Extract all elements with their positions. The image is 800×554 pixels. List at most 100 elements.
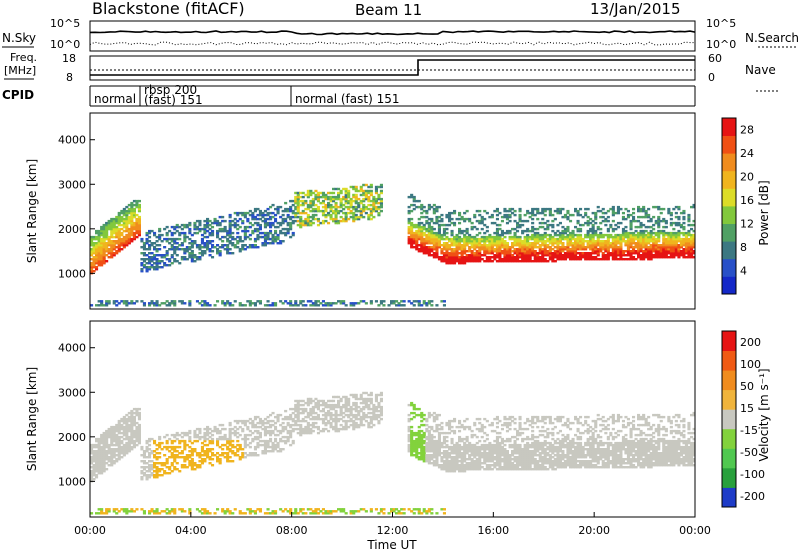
velocity-cell <box>332 413 336 417</box>
velocity-cell <box>122 417 126 421</box>
power-cell <box>90 240 94 243</box>
power-cell <box>505 250 509 253</box>
power-cell <box>629 250 633 253</box>
power-cell <box>478 254 482 257</box>
velocity-cell <box>168 456 172 459</box>
power-cell <box>296 195 300 199</box>
power-cell <box>357 217 361 221</box>
power-cell <box>579 248 583 251</box>
power-cell <box>142 264 146 267</box>
power-cell <box>463 256 467 259</box>
power-cell <box>518 237 522 241</box>
power-cell <box>490 248 494 251</box>
power-cell <box>609 233 613 237</box>
power-cell <box>632 256 636 259</box>
power-cell <box>682 215 686 219</box>
velocity-cell <box>221 435 225 439</box>
power-cell <box>485 229 489 233</box>
velocity-cell <box>289 435 293 439</box>
power-cell <box>284 219 288 223</box>
power-cell <box>344 195 348 199</box>
power-cell <box>551 235 555 239</box>
power-cell <box>553 246 557 249</box>
velocity-cell <box>130 441 134 445</box>
power-cell <box>364 191 368 195</box>
velocity-cell <box>140 476 144 479</box>
velocity-cell <box>100 472 104 475</box>
power-cell <box>407 205 411 209</box>
power-cell <box>601 219 605 223</box>
power-cell <box>483 231 487 235</box>
power-cell <box>92 260 96 263</box>
power-cell <box>359 300 363 303</box>
power-cell <box>127 221 131 225</box>
velocity-cell <box>102 441 106 445</box>
power-cell <box>475 209 479 213</box>
power-cell <box>311 213 315 217</box>
power-cell <box>263 244 267 247</box>
power-cell <box>185 235 189 239</box>
velocity-cell <box>135 429 139 433</box>
velocity-cell <box>228 512 232 515</box>
velocity-cell <box>107 458 111 461</box>
power-cell <box>654 233 658 237</box>
power-cell <box>420 229 424 233</box>
velocity-cell <box>269 445 273 449</box>
power-cell <box>311 221 315 225</box>
velocity-cell <box>321 409 325 413</box>
velocity-cell <box>233 433 237 437</box>
power-cell <box>508 252 512 255</box>
power-cell <box>188 254 192 257</box>
power-cell <box>155 300 159 303</box>
power-cell <box>306 189 310 193</box>
power-cell <box>634 233 638 237</box>
power-cell <box>483 252 487 255</box>
velocity-cell <box>349 409 353 413</box>
velocity-cell <box>145 474 149 477</box>
power-cell <box>465 231 469 235</box>
velocity-cell <box>107 460 111 463</box>
power-cell <box>309 304 313 307</box>
power-cell <box>130 213 134 217</box>
power-cell <box>558 221 562 225</box>
velocity-cell <box>294 405 298 409</box>
power-cell <box>314 213 318 217</box>
power-cell <box>652 223 656 227</box>
velocity-cell <box>269 413 273 417</box>
power-cell <box>523 244 527 247</box>
velocity-cell <box>294 510 298 513</box>
power-cell <box>458 256 462 259</box>
power-cell <box>301 191 305 195</box>
velocity-cell <box>107 435 111 439</box>
power-cell <box>170 240 174 243</box>
power-cell <box>659 231 663 235</box>
power-cell <box>634 258 638 261</box>
power-cell <box>226 302 230 305</box>
power-cell <box>228 233 232 237</box>
power-cell <box>669 256 673 259</box>
power-cell <box>669 213 673 217</box>
power-cell <box>531 233 535 237</box>
power-cell <box>163 227 167 231</box>
power-cell <box>266 237 270 241</box>
velocity-cell <box>180 466 184 469</box>
power-cell <box>417 199 421 203</box>
power-cell <box>450 260 454 263</box>
power-cell <box>327 201 331 205</box>
power-cell <box>531 235 535 239</box>
power-cell <box>377 213 381 217</box>
power-cell <box>117 219 121 223</box>
power-cell <box>306 203 310 207</box>
power-cell <box>687 237 691 241</box>
velocity-cell <box>203 450 207 453</box>
power-cell <box>228 235 232 239</box>
velocity-cell <box>132 415 136 419</box>
power-cell <box>352 187 356 191</box>
power-cell <box>495 252 499 255</box>
velocity-cell <box>243 419 247 423</box>
velocity-cell <box>102 433 106 437</box>
power-cell <box>410 195 414 199</box>
power-cell <box>306 215 310 219</box>
power-cell <box>500 240 504 243</box>
velocity-cell <box>213 425 217 429</box>
